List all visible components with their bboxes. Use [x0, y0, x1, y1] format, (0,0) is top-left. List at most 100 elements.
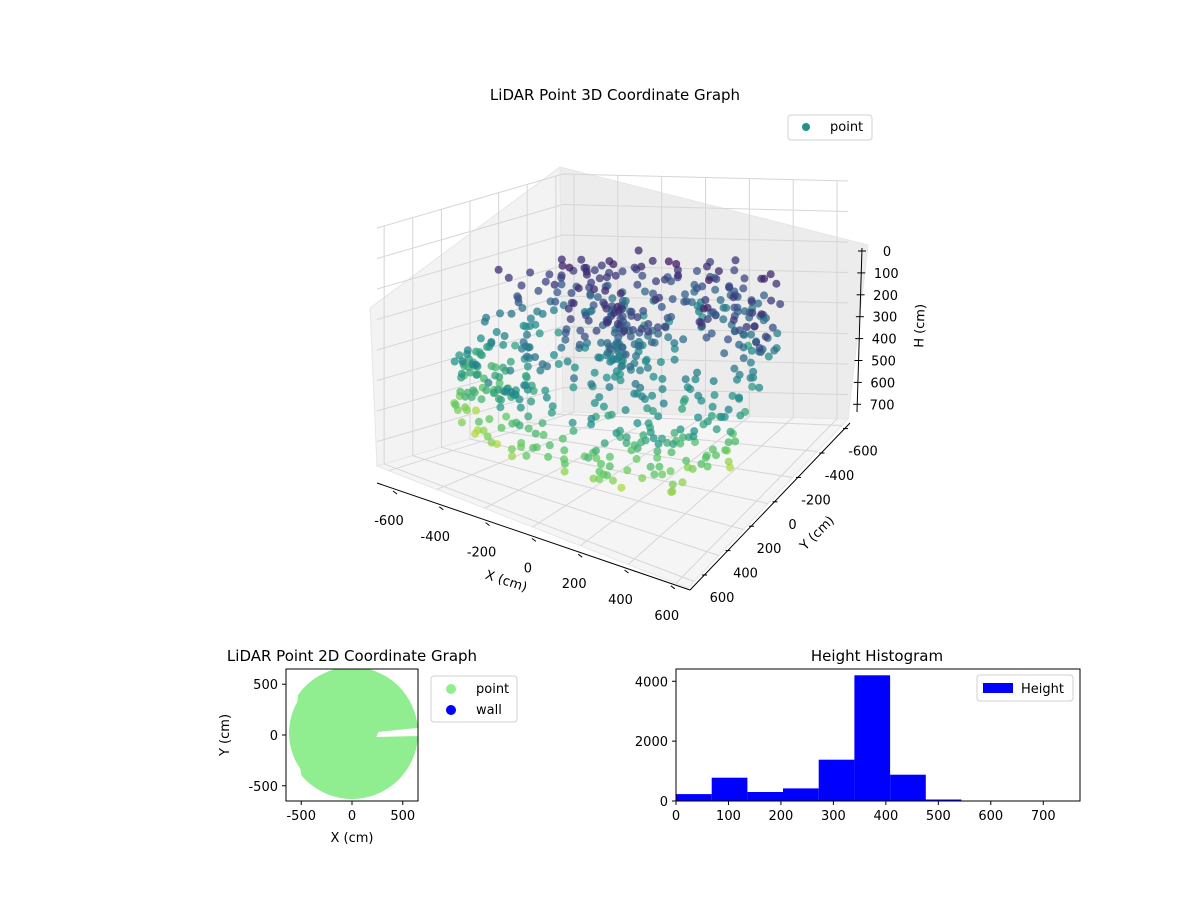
point-3d [574, 284, 583, 293]
point-3d [565, 263, 574, 272]
point-3d [730, 364, 739, 373]
point-3d [560, 467, 569, 476]
point-3d [592, 326, 601, 335]
point-3d [674, 271, 683, 280]
point-3d [664, 257, 673, 266]
point-3d [641, 436, 650, 445]
point-3d [557, 255, 566, 264]
point-3d [526, 322, 534, 331]
point-3d [602, 304, 611, 313]
point-3d [735, 340, 744, 349]
point-3d [576, 326, 585, 335]
histogram-bar [890, 774, 926, 801]
point-3d [638, 474, 647, 483]
point-3d [529, 443, 538, 452]
point-3d [477, 395, 486, 404]
point-3d [658, 374, 667, 383]
point-3d [487, 338, 496, 346]
point-3d [541, 386, 550, 395]
point-3d [480, 317, 489, 326]
point-3d [736, 411, 745, 420]
point-3d [626, 362, 635, 371]
point-3d [649, 372, 658, 381]
point-3d [592, 446, 600, 455]
point-3d [471, 429, 480, 438]
point-3d [626, 332, 635, 341]
point-3d [603, 471, 612, 480]
point-3d [476, 334, 485, 343]
point-3d [633, 280, 642, 289]
point-3d [487, 362, 496, 370]
point-3d [720, 349, 729, 358]
point-3d [606, 357, 615, 366]
point-3d [597, 261, 606, 270]
point-3d [451, 401, 460, 409]
point-3d [750, 322, 759, 331]
point-3d [630, 263, 639, 272]
point-3d [463, 346, 472, 355]
point-3d [724, 405, 733, 414]
x-tick-label-2d: -500 [286, 809, 316, 824]
point-3d [561, 328, 570, 337]
point-3d [584, 453, 593, 462]
point-3d [539, 430, 548, 439]
point-3d [613, 320, 622, 328]
point-3d [728, 391, 737, 400]
point-3d [511, 341, 520, 350]
point-3d [494, 265, 503, 274]
point-3d [500, 387, 509, 396]
point-3d [711, 285, 720, 294]
y-ticks-3d: 600 400 200 0 -200 -400 -600 [702, 428, 878, 606]
legend-label-point-2d: point [476, 682, 509, 697]
point-3d [582, 270, 591, 279]
point-3d [468, 360, 477, 369]
chart-2d-ticks: -500 0 500 -500 0 500 [248, 678, 415, 824]
point-3d [754, 299, 763, 308]
x-tick-label-hist: 0 [672, 809, 680, 824]
grid-floor-y [527, 421, 818, 452]
point-3d [584, 316, 593, 325]
point-3d [507, 445, 516, 454]
point-3d [670, 428, 679, 437]
point-3d [506, 366, 515, 375]
histogram-bar [676, 794, 712, 801]
point-3d [633, 313, 642, 322]
point-3d [620, 327, 629, 336]
point-3d [587, 278, 596, 287]
point-3d [634, 246, 643, 255]
z-tick-label-3d: 700 [870, 398, 895, 413]
y-axis-line-3d [689, 422, 851, 591]
point-3d [507, 309, 516, 318]
point-3d [691, 375, 700, 384]
point-3d [587, 380, 596, 389]
point-3d [535, 329, 544, 338]
z-axis-line-3d [856, 247, 863, 413]
point-3d [587, 414, 596, 423]
y-tick-label-3d: 200 [757, 542, 782, 557]
histogram-bar [783, 788, 819, 801]
point-3d [497, 396, 505, 404]
point-3d [541, 277, 550, 286]
point-3d [639, 307, 648, 315]
point-3d [553, 288, 562, 297]
x-tick-mark-3d [485, 522, 490, 526]
point-3d [650, 470, 659, 479]
point-3d [612, 355, 621, 363]
histogram-bar [925, 799, 962, 801]
point-3d [667, 448, 676, 457]
point-3d [557, 273, 566, 282]
point-3d [697, 460, 706, 468]
point-3d [676, 439, 685, 448]
point-3d [672, 260, 681, 268]
point-3d [740, 274, 749, 283]
point-3d [680, 297, 689, 306]
point-3d [545, 270, 554, 279]
point-3d [742, 323, 751, 331]
point-3d [613, 302, 622, 311]
point-3d [575, 340, 584, 349]
z-ticks-3d: 0 100 200 300 400 500 600 700 [853, 245, 899, 413]
point-3d [705, 276, 713, 285]
grid-z [376, 387, 849, 443]
legend-label-wall-2d: wall [476, 703, 502, 718]
